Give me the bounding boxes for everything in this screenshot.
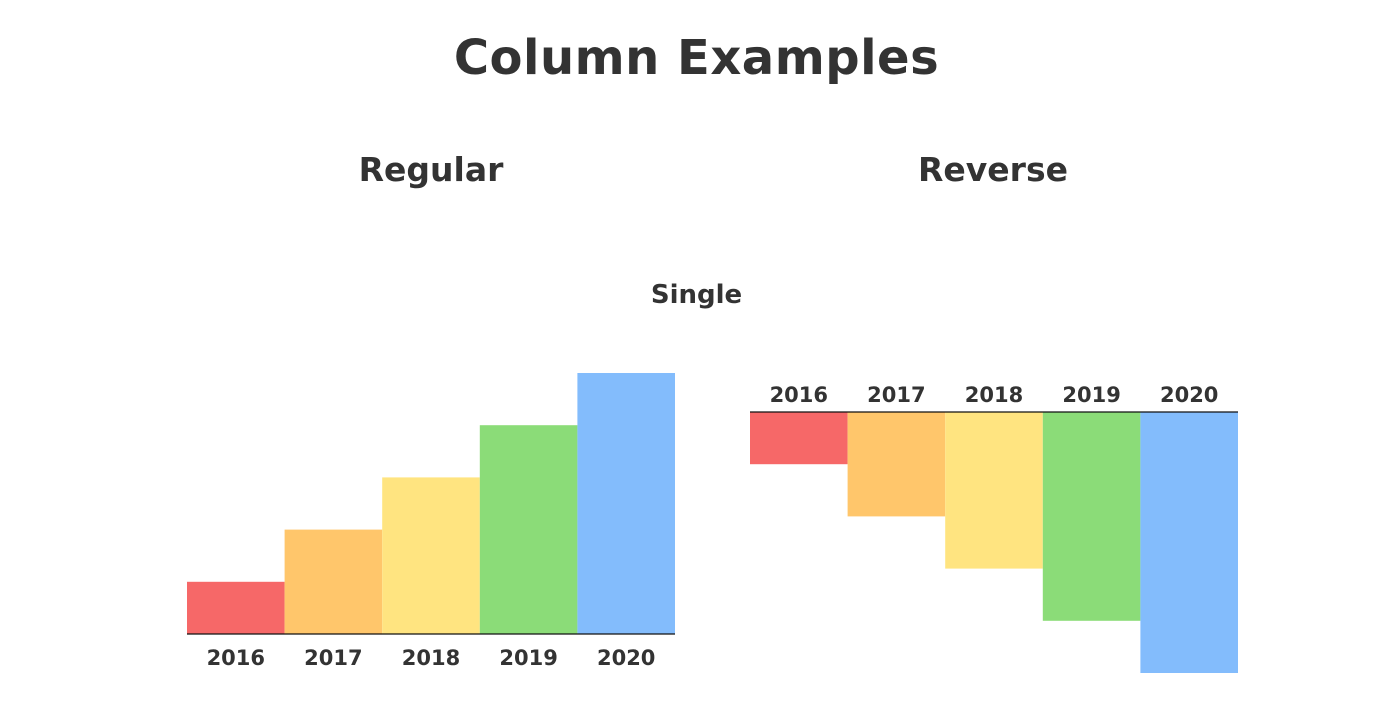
tick-label-2016: 2016 <box>207 646 265 670</box>
tick-label-2020: 2020 <box>597 646 655 670</box>
reverse-column-chart: 2016 2017 2018 2019 2020 <box>750 383 1238 673</box>
tick-label-2019: 2019 <box>499 646 557 670</box>
regular-chart-title: Regular <box>358 150 504 189</box>
reverse-chart-title: Reverse <box>918 150 1068 189</box>
bar-2016 <box>187 581 285 634</box>
bar-2017 <box>847 412 946 517</box>
bar-2019 <box>479 425 578 634</box>
bar-2018 <box>945 412 1043 569</box>
tick-label-2018: 2018 <box>402 646 460 670</box>
tick-label-2017: 2017 <box>867 383 925 407</box>
single-subtitle: Single <box>650 280 743 310</box>
tick-label-2017: 2017 <box>304 646 362 670</box>
tick-label-2016: 2016 <box>770 383 828 407</box>
page-title: Column Examples <box>453 30 940 86</box>
bar-2017 <box>284 529 383 634</box>
bar-2016 <box>750 412 848 465</box>
bar-2019 <box>1042 412 1141 621</box>
bar-2018 <box>382 477 480 634</box>
bar-2020 <box>577 373 675 634</box>
bar-2020 <box>1140 412 1238 673</box>
tick-label-2020: 2020 <box>1160 383 1218 407</box>
tick-label-2018: 2018 <box>965 383 1023 407</box>
tick-label-2019: 2019 <box>1062 383 1120 407</box>
regular-column-chart: 2016 2017 2018 2019 2020 <box>187 373 675 670</box>
